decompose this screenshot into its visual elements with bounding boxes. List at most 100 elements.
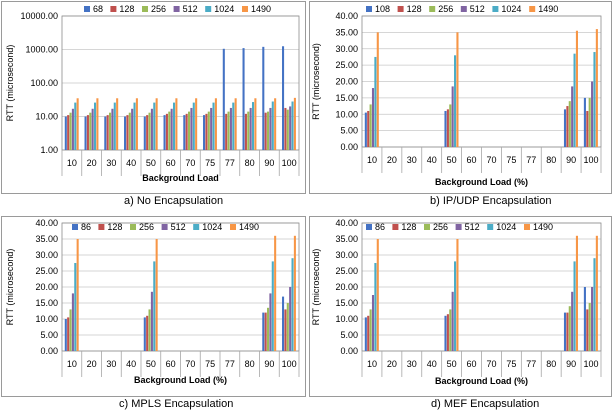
bar xyxy=(168,111,171,150)
x-tick-label: 40 xyxy=(427,359,437,369)
bar xyxy=(454,55,457,147)
x-tick-label: 77 xyxy=(225,359,235,369)
bar xyxy=(367,110,370,147)
legend-swatch xyxy=(455,224,462,230)
bar xyxy=(212,102,215,150)
bar xyxy=(371,88,375,147)
chart-panel-mef-encapsulation: 0.00 5.00 10.00 15.00 20.00 25.00 30.00 35.00 40… xyxy=(309,216,612,397)
bar xyxy=(155,239,158,351)
bar xyxy=(293,235,296,351)
bar xyxy=(195,98,198,150)
bar xyxy=(568,101,571,147)
y-tick-label: 5.00 xyxy=(340,126,358,136)
bar xyxy=(247,111,250,150)
legend-label: 256 xyxy=(438,4,453,14)
bar xyxy=(64,319,67,351)
x-axis-label: Background Load (%) xyxy=(134,375,227,385)
bar xyxy=(591,287,594,351)
x-tick-label: 60 xyxy=(467,155,477,165)
bar xyxy=(111,108,114,150)
legend-swatch xyxy=(524,224,530,230)
legend-label: 1490 xyxy=(533,222,553,232)
y-tick-label: 10.00 xyxy=(335,314,358,324)
chart-panel-ip-udp-encapsulation: 0.00 5.00 10.00 15.00 20.00 25.00 30.00 35.00 40… xyxy=(309,1,612,194)
chart-caption: a) No Encapsulation xyxy=(124,195,224,207)
chart-panel-no-encapsulation: 1.00 10.00 100.00 1000.00 10000.00 10 20 30 40 50… xyxy=(1,1,306,194)
chart-svg-mpls-encapsulation: 0.00 5.00 10.00 15.00 20.00 25.00 30.00 35.00 40… xyxy=(5,218,300,385)
bar xyxy=(269,107,272,150)
legend-label: 128 xyxy=(401,222,416,232)
y-tick-label: 25.00 xyxy=(335,266,358,276)
x-tick-label: 50 xyxy=(146,158,156,168)
y-tick-label: 30.00 xyxy=(335,44,358,54)
bar xyxy=(364,112,367,147)
chart-caption: d) MEF Encapsulation xyxy=(431,398,540,410)
y-tick-label: 0.00 xyxy=(340,142,358,152)
x-tick-label: 100 xyxy=(282,359,297,369)
x-tick-label: 75 xyxy=(506,359,516,369)
legend-label: 68 xyxy=(93,4,103,14)
x-tick-label: 20 xyxy=(87,359,97,369)
bar xyxy=(271,261,274,351)
legend-label: 1024 xyxy=(501,4,521,14)
x-tick-label: 80 xyxy=(245,359,255,369)
bar xyxy=(568,306,571,351)
bar xyxy=(113,102,116,150)
bar xyxy=(222,48,225,150)
x-tick-label: 90 xyxy=(566,359,576,369)
x-tick-label: 50 xyxy=(447,155,457,165)
bar xyxy=(364,317,367,351)
bar xyxy=(133,102,136,150)
x-tick-label: 30 xyxy=(407,155,417,165)
x-axis-label: Background Load (%) xyxy=(435,376,528,386)
chart-caption: b) IP/UDP Encapsulation xyxy=(430,195,552,207)
legend-label: 1490 xyxy=(239,222,259,232)
bar xyxy=(71,293,74,351)
legend-label: 512 xyxy=(465,222,480,232)
bar xyxy=(289,106,292,150)
bar xyxy=(64,116,67,150)
x-tick-label: 70 xyxy=(185,158,195,168)
bar xyxy=(244,113,247,150)
bar xyxy=(593,52,596,147)
legend-swatch xyxy=(230,224,236,230)
y-tick-label: 0.00 xyxy=(40,346,58,356)
chart-caption: c) MPLS Encapsulation xyxy=(119,398,234,410)
bar xyxy=(89,112,92,150)
x-tick-label: 30 xyxy=(106,158,116,168)
legend-label: 512 xyxy=(171,222,186,232)
legend-swatch xyxy=(460,6,467,12)
bar xyxy=(91,108,94,150)
legend-label: 512 xyxy=(470,4,485,14)
legend-label: 1490 xyxy=(538,4,558,14)
bar xyxy=(163,115,166,150)
bar xyxy=(146,315,149,351)
bar xyxy=(155,98,158,150)
bar xyxy=(146,115,149,150)
bar xyxy=(262,312,265,351)
bar xyxy=(566,106,569,147)
bar xyxy=(573,261,576,351)
bar xyxy=(150,108,153,150)
bar xyxy=(143,116,146,150)
bar xyxy=(190,107,193,150)
bar xyxy=(451,291,454,351)
y-tick-label: 40.00 xyxy=(335,11,358,21)
bar xyxy=(571,86,574,147)
x-tick-label: 70 xyxy=(486,359,496,369)
bar xyxy=(143,317,146,351)
bar xyxy=(583,287,586,351)
bar xyxy=(588,97,591,147)
bar xyxy=(456,32,459,147)
bar xyxy=(371,295,375,351)
y-tick-label: 10000.00 xyxy=(20,11,58,21)
bar xyxy=(214,98,217,150)
x-tick-label: 100 xyxy=(584,155,599,165)
bar xyxy=(267,111,270,150)
x-tick-label: 90 xyxy=(566,155,576,165)
bar xyxy=(449,309,452,351)
y-tick-label: 40.00 xyxy=(335,218,358,228)
bar xyxy=(126,115,129,150)
bar xyxy=(234,98,237,150)
bar xyxy=(374,263,377,351)
